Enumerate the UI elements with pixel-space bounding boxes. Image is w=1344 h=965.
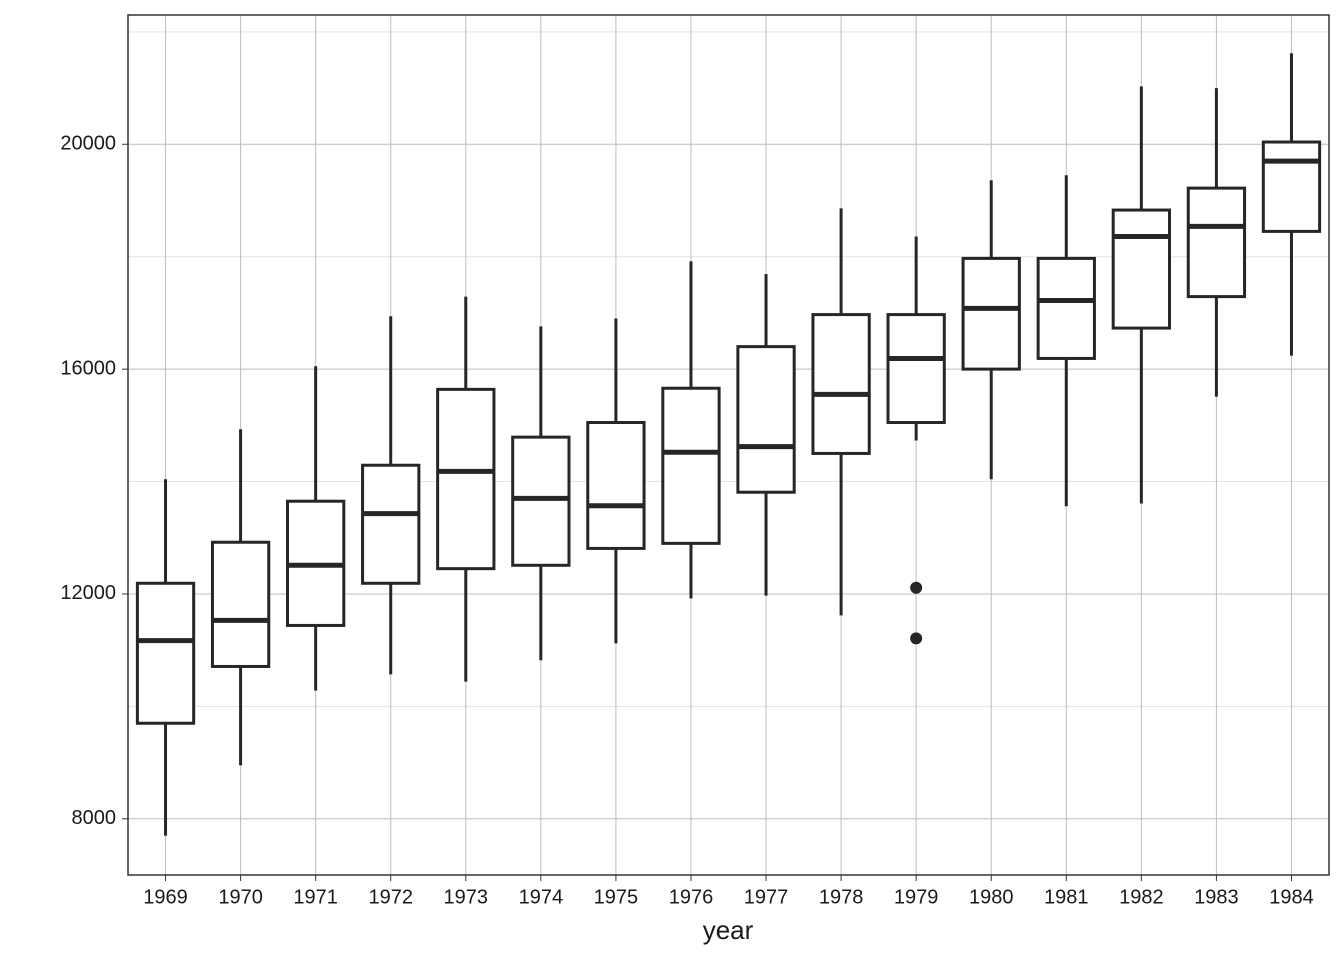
x-tick-label: 1981 bbox=[1044, 886, 1089, 908]
outlier bbox=[910, 632, 923, 645]
plot-border bbox=[127, 14, 1330, 876]
x-tick-label: 1969 bbox=[143, 886, 188, 908]
box bbox=[961, 256, 1021, 371]
x-tick-label: 1976 bbox=[669, 886, 714, 908]
box bbox=[135, 581, 196, 725]
box bbox=[1261, 140, 1322, 233]
box bbox=[511, 435, 571, 567]
x-tick-label: 1982 bbox=[1119, 886, 1164, 908]
x-tick-label: 1973 bbox=[444, 886, 489, 908]
outlier bbox=[910, 581, 923, 594]
box bbox=[1186, 186, 1247, 299]
x-tick-label: 1983 bbox=[1194, 886, 1239, 908]
x-tick-label: 1974 bbox=[519, 886, 564, 908]
box bbox=[1111, 208, 1171, 330]
box bbox=[586, 421, 646, 550]
box bbox=[436, 387, 496, 571]
box bbox=[1036, 256, 1096, 360]
x-tick-label: 1984 bbox=[1269, 886, 1314, 908]
y-tick-label: 16000 bbox=[60, 357, 116, 379]
box bbox=[886, 313, 946, 425]
y-tick-label: 20000 bbox=[60, 133, 116, 155]
box bbox=[811, 313, 871, 455]
x-tick-label: 1970 bbox=[218, 886, 263, 908]
box bbox=[361, 463, 421, 585]
x-tick-label: 1971 bbox=[293, 886, 338, 908]
x-tick-label: 1978 bbox=[819, 886, 864, 908]
y-tick-label: 12000 bbox=[60, 582, 116, 604]
x-tick-label: 1972 bbox=[368, 886, 413, 908]
box bbox=[661, 386, 721, 545]
box bbox=[736, 345, 796, 494]
x-tick-label: 1977 bbox=[744, 886, 789, 908]
x-tick-label: 1979 bbox=[894, 886, 939, 908]
box bbox=[210, 540, 271, 668]
x-axis-label: year bbox=[703, 915, 754, 945]
x-tick-label: 1980 bbox=[969, 886, 1014, 908]
x-tick-label: 1975 bbox=[594, 886, 639, 908]
y-tick-label: 8000 bbox=[72, 807, 117, 829]
